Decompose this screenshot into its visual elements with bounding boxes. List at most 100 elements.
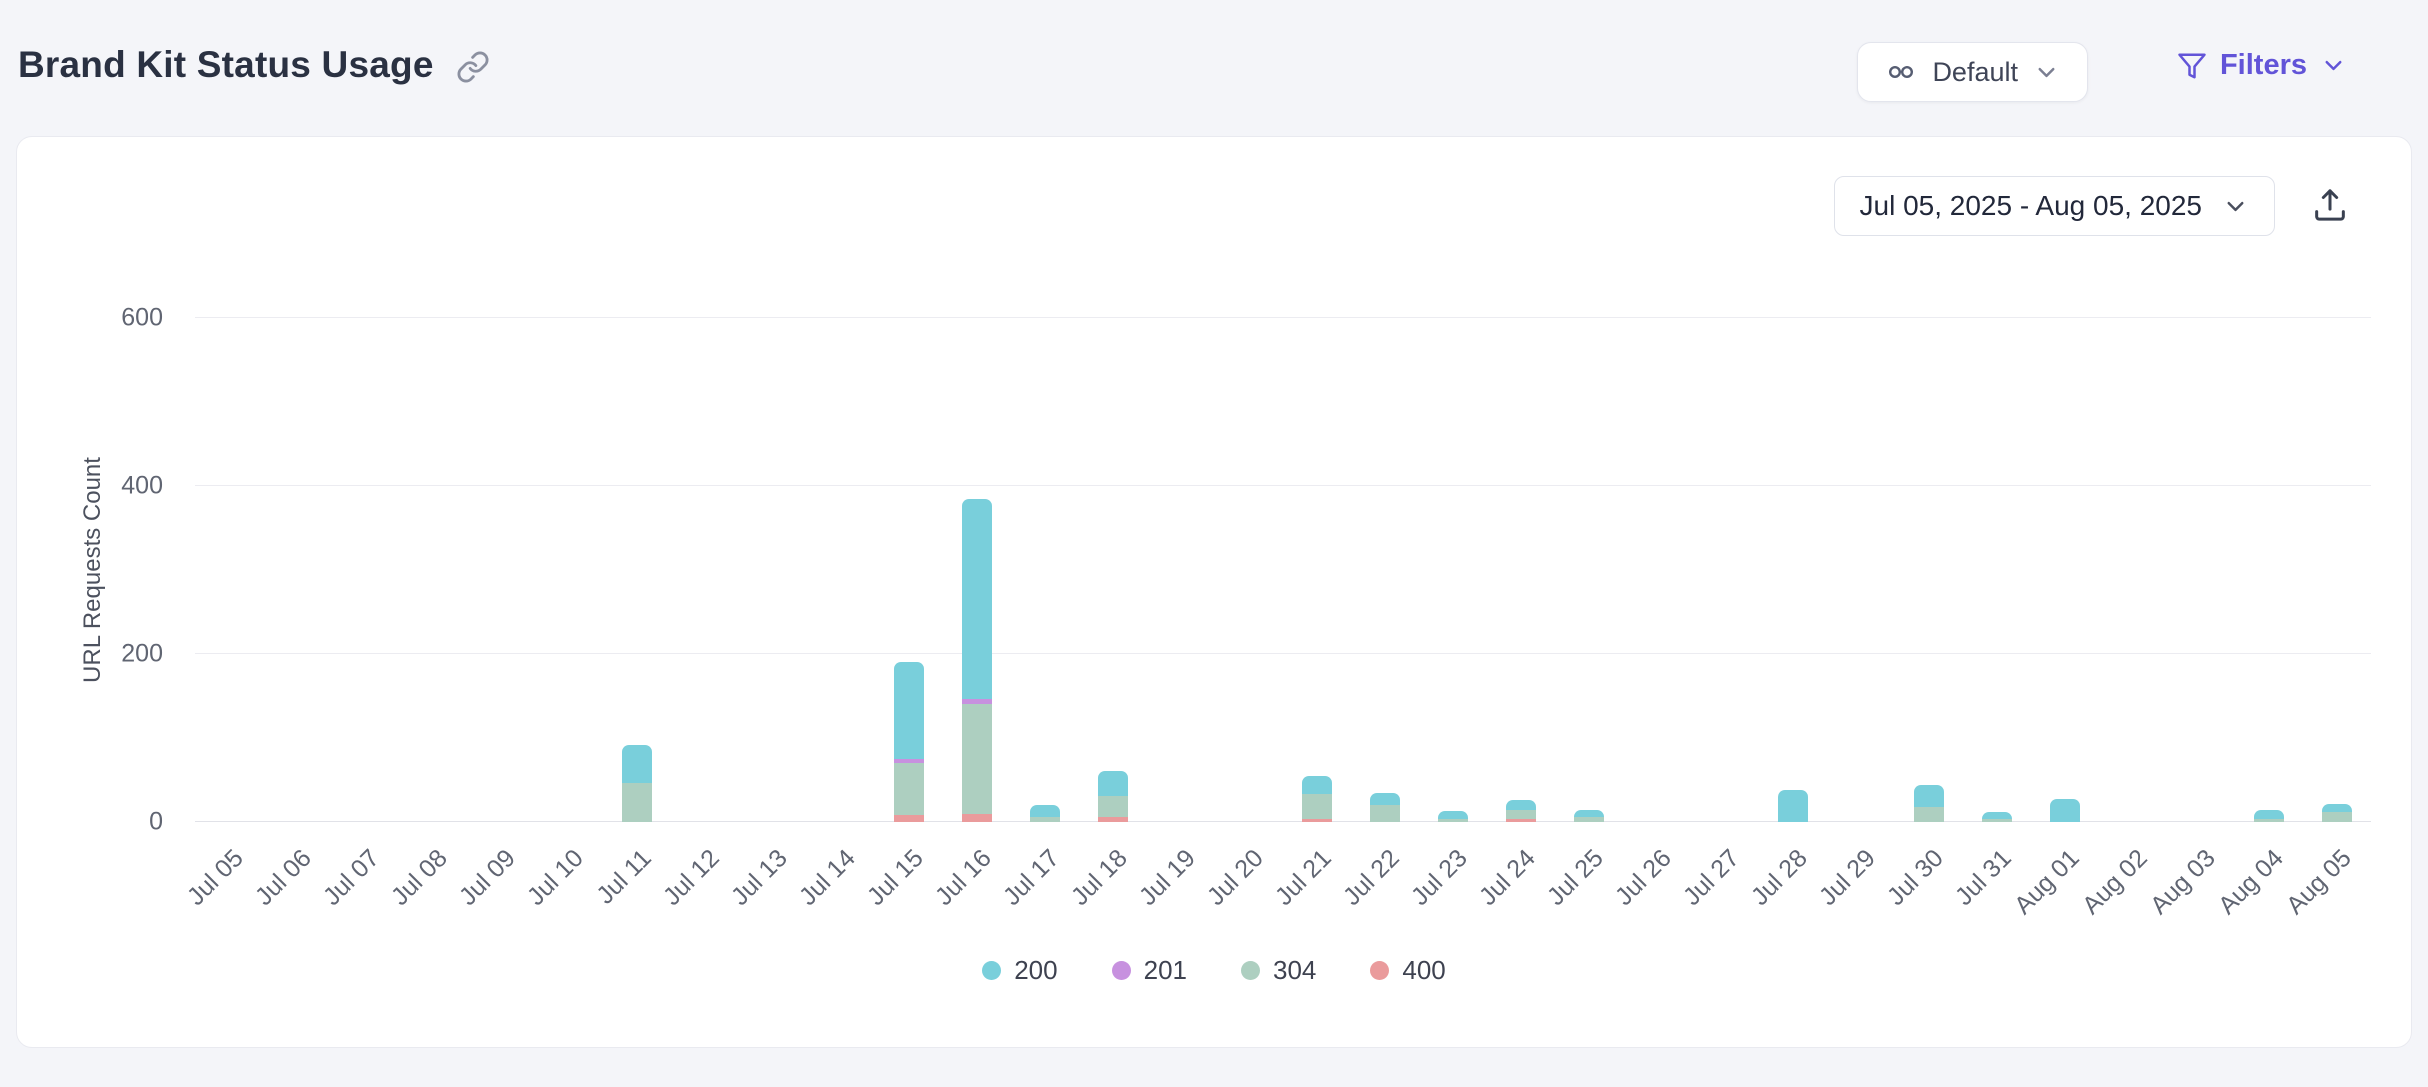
bar-segment-200 <box>1438 811 1468 820</box>
legend-item-200[interactable]: 200 <box>982 955 1058 986</box>
x-tick-label: Aug 03 <box>2144 844 2221 920</box>
x-tick-label: Jul 05 <box>181 844 249 911</box>
bar-jul-24[interactable] <box>1506 800 1536 822</box>
bar-segment-304 <box>622 782 652 822</box>
bar-jul-23[interactable] <box>1438 811 1468 822</box>
bar-jul-18[interactable] <box>1098 770 1128 822</box>
x-tick-label: Jul 30 <box>1881 844 1949 911</box>
legend-item-304[interactable]: 304 <box>1241 955 1316 986</box>
bar-jul-11[interactable] <box>622 744 652 822</box>
bar-segment-304 <box>2322 811 2352 822</box>
bar-segment-200 <box>894 662 924 759</box>
x-tick-label: Jul 09 <box>453 844 521 911</box>
brand-kit-selector-button[interactable]: Default <box>1857 42 2088 102</box>
bar-jul-28[interactable] <box>1778 790 1808 822</box>
legend-label: 200 <box>1014 955 1058 985</box>
x-tick-label: Jul 22 <box>1337 844 1405 911</box>
x-tick-label: Jul 08 <box>385 844 453 911</box>
plot-area <box>195 317 2371 822</box>
bar-segment-304 <box>1982 818 2012 822</box>
bar-segment-200 <box>2254 810 2284 819</box>
date-range-selector[interactable]: Jul 05, 2025 - Aug 05, 2025 <box>1833 176 2275 236</box>
gridline <box>195 317 2371 318</box>
bar-segment-200 <box>1914 785 1944 807</box>
page-title: Brand Kit Status Usage <box>18 44 434 85</box>
x-tick-label: Jul 28 <box>1745 844 1813 911</box>
y-tick-label: 200 <box>121 639 163 668</box>
bar-segment-304 <box>894 763 924 816</box>
x-tick-label: Jul 27 <box>1677 844 1745 911</box>
bar-segment-200 <box>962 498 992 699</box>
x-tick-label: Jul 10 <box>521 844 589 911</box>
bar-jul-30[interactable] <box>1914 785 1944 822</box>
bar-segment-400 <box>962 813 992 822</box>
legend-label: 201 <box>1143 955 1187 985</box>
bar-jul-25[interactable] <box>1574 810 1604 822</box>
bar-segment-200 <box>2322 803 2352 812</box>
x-tick-label: Jul 29 <box>1813 844 1881 911</box>
bar-jul-31[interactable] <box>1982 811 2012 822</box>
x-tick-label: Jul 14 <box>793 844 861 911</box>
filter-funnel-icon <box>2177 51 2207 81</box>
bar-segment-200 <box>2050 799 2080 822</box>
bar-segment-200 <box>1302 775 1332 795</box>
bar-segment-200 <box>1370 792 1400 806</box>
bar-jul-15[interactable] <box>894 662 924 822</box>
bar-jul-21[interactable] <box>1302 775 1332 822</box>
x-tick-label: Aug 02 <box>2076 844 2153 920</box>
chart-card: Jul 05, 2025 - Aug 05, 2025 URL Requests… <box>16 136 2412 1048</box>
x-tick-label: Jul 20 <box>1201 844 1269 911</box>
legend-item-201[interactable]: 201 <box>1111 955 1187 986</box>
x-tick-label: Jul 24 <box>1473 844 1541 911</box>
bar-segment-200 <box>622 744 652 783</box>
bar-segment-201 <box>894 759 924 764</box>
bar-aug-04[interactable] <box>2254 810 2284 822</box>
bar-segment-304 <box>1574 816 1604 822</box>
legend-item-400[interactable]: 400 <box>1370 955 1446 986</box>
bar-aug-01[interactable] <box>2050 799 2080 822</box>
x-tick-label: Jul 12 <box>657 844 725 911</box>
bar-aug-05[interactable] <box>2322 803 2352 822</box>
x-tick-label: Jul 16 <box>929 844 997 911</box>
legend-label: 400 <box>1402 955 1446 985</box>
chevron-down-icon <box>2320 52 2347 79</box>
bar-segment-200 <box>1506 800 1536 811</box>
bar-segment-400 <box>1302 819 1332 822</box>
y-axis: 0 200 400 600 <box>17 304 177 836</box>
bar-segment-304 <box>1370 805 1400 822</box>
y-tick-label: 0 <box>149 807 163 836</box>
bar-segment-400 <box>1098 816 1128 822</box>
date-range-label: Jul 05, 2025 - Aug 05, 2025 <box>1859 190 2203 221</box>
legend-dot <box>1370 961 1390 980</box>
filters-label: Filters <box>2219 49 2307 81</box>
bar-segment-200 <box>1030 805 1060 817</box>
bar-segment-200 <box>1982 811 2012 819</box>
x-tick-label: Jul 06 <box>249 844 317 911</box>
x-tick-label: Jul 25 <box>1541 844 1609 911</box>
bar-jul-16[interactable] <box>962 498 992 822</box>
link-icon[interactable] <box>456 50 490 84</box>
x-tick-label: Jul 17 <box>997 844 1065 911</box>
x-tick-label: Jul 13 <box>725 844 793 911</box>
x-tick-label: Jul 11 <box>591 844 657 910</box>
y-tick-label: 600 <box>121 303 163 332</box>
x-tick-label: Jul 15 <box>861 844 929 911</box>
bar-segment-304 <box>1302 794 1332 820</box>
filters-button[interactable]: Filters <box>2177 49 2347 82</box>
export-button[interactable] <box>2307 183 2353 229</box>
bar-jul-17[interactable] <box>1030 805 1060 822</box>
bar-jul-22[interactable] <box>1370 792 1400 822</box>
x-tick-label: Aug 05 <box>2280 844 2357 920</box>
x-tick-label: Jul 18 <box>1065 844 1133 911</box>
bar-segment-200 <box>1778 790 1808 822</box>
gridline <box>195 485 2371 486</box>
y-tick-label: 400 <box>121 471 163 500</box>
x-tick-label: Jul 23 <box>1405 844 1473 911</box>
chevron-down-icon <box>2033 59 2060 86</box>
x-tick-label: Aug 01 <box>2008 844 2085 920</box>
bar-segment-304 <box>1914 806 1944 822</box>
gridline <box>195 653 2371 654</box>
bar-segment-304 <box>1098 795 1128 817</box>
legend-dot <box>982 961 1002 980</box>
bar-segment-304 <box>1438 819 1468 822</box>
